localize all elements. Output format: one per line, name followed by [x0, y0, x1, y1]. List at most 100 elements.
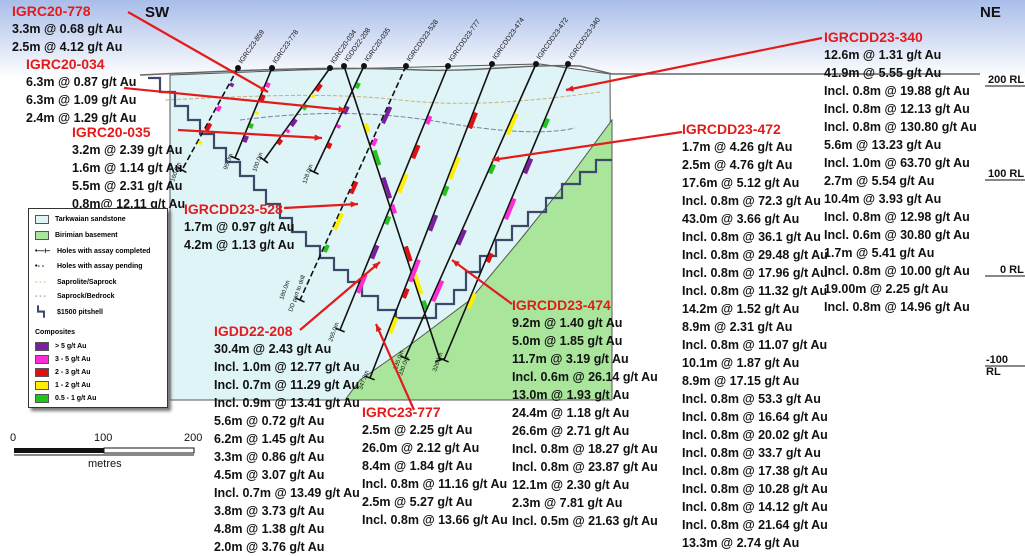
- intercept-line: 5.6m @ 13.23 g/t Au: [824, 138, 942, 152]
- intercept-line: 9.2m @ 1.40 g/t Au: [512, 316, 623, 330]
- intercept-line: Incl. 0.8m @ 14.96 g/t Au: [824, 300, 970, 314]
- pitshell-right: [420, 158, 612, 320]
- hole-end-tick: [309, 169, 319, 175]
- callout-arrow-igrc20-035: [177, 128, 323, 140]
- assay-composite: [314, 83, 323, 93]
- assay-composite: [289, 118, 298, 128]
- intercept-line: 8.9m @ 17.15 g/t Au: [682, 374, 800, 388]
- intercept-line: Incl. 0.8m @ 23.87 g/t Au: [512, 460, 658, 474]
- intercept-line: 14.2m @ 1.52 g/t Au: [682, 302, 800, 316]
- assay-composite: [326, 142, 333, 150]
- pitshell-symbol: ┗┓: [35, 307, 48, 318]
- intercept-line: Incl. 0.8m @ 130.80 g/t Au: [824, 120, 977, 134]
- intercept-line: 0.8m@ 12.11 g/t Au: [72, 197, 186, 211]
- intercept-line: Incl. 0.8m @ 21.64 g/t Au: [682, 518, 828, 532]
- intercept-line: Incl. 0.8m @ 18.27 g/t Au: [512, 442, 658, 456]
- intercept-line: 2.0m @ 3.76 g/t Au: [214, 540, 325, 554]
- sw-label: SW: [145, 4, 170, 21]
- scale-tick-0: 0: [10, 432, 17, 444]
- assay-composite: [342, 105, 350, 115]
- intercept-line: Incl. 0.8m @ 20.02 g/t Au: [682, 428, 828, 442]
- intercept-line: Incl. 0.8m @ 36.1 g/t Au: [682, 230, 821, 244]
- intercept-line: Incl. 0.8m @ 53.3 g/t Au: [682, 392, 821, 406]
- assay-composite: [242, 135, 249, 144]
- intercept-line: 13.0m @ 1.93 g/t Au: [512, 388, 630, 402]
- hole-end-tick: [295, 297, 305, 303]
- intercept-line: 17.6m @ 5.12 g/t Au: [682, 176, 800, 190]
- assay-composite: [486, 252, 494, 264]
- intercept-line: 4.8m @ 1.38 g/t Au: [214, 522, 325, 536]
- callout-igrc20-035: IGRC20-035 3.2m @ 2.39 g/t Au 1.6m @ 1.14 …: [72, 123, 185, 213]
- intercept-line: 8.9m @ 2.31 g/t Au: [682, 320, 793, 334]
- assay-composite: [542, 117, 550, 129]
- scale-tick-100: 100: [94, 432, 113, 444]
- intercept-line: Incl. 0.8m @ 13.66 g/t Au: [362, 513, 508, 527]
- assay-composite: [265, 82, 271, 89]
- assay-composite: [332, 212, 345, 231]
- callout-igdd22-208: IGDD22-208 30.4m @ 2.43 g/t Au Incl. 1.0m …: [214, 322, 360, 556]
- intercept-line: 43.0m @ 3.66 g/t Au: [682, 212, 800, 226]
- callout-arrow-igrc23-777: [374, 323, 416, 411]
- callout-igrc20-034: IGRC20-034 6.3m @ 0.87 g/t Au 6.3m @ 1.09 …: [26, 55, 136, 127]
- callout-igrcdd23-528: IGRCDD23-528 1.7m @ 0.97 g/t Au 4.2m @ 1.1…: [184, 200, 294, 254]
- basement-swatch: [35, 231, 49, 240]
- intercept-line: 6.3m @ 0.87 g/t Au: [26, 75, 137, 89]
- scale-unit: metres: [88, 458, 122, 470]
- intercept-line: 6.2m @ 1.45 g/t Au: [214, 432, 325, 446]
- drill-hole-trace: [234, 67, 273, 159]
- callout-title: IGRC23-777: [362, 404, 441, 420]
- assay-composite: [259, 94, 266, 103]
- scale-tick-200: 200: [184, 432, 203, 444]
- intercept-line: 8.4m @ 1.84 g/t Au: [362, 459, 473, 473]
- saprolite-line: [164, 91, 601, 104]
- hole-end-tick: [365, 375, 375, 381]
- intercept-line: 2.3m @ 7.81 g/t Au: [512, 496, 623, 510]
- hole-collar: [489, 61, 495, 67]
- intercept-line: Incl. 0.8m @ 17.96 g/t Au: [682, 266, 828, 280]
- drill-hole-trace: [181, 67, 239, 171]
- intercept-line: 5.0m @ 1.85 g/t Au: [512, 334, 623, 348]
- assay-composite: [397, 173, 409, 194]
- hole-collar: [565, 61, 571, 67]
- assay-composite: [371, 137, 378, 147]
- intercept-line: Incl. 0.7m @ 13.49 g/t Au: [214, 486, 360, 500]
- callout-arrow-igrcdd23-472: [491, 130, 683, 162]
- comp-swatch-5: [35, 394, 49, 403]
- hole-pending-symbol: •- -: [35, 263, 45, 270]
- legend-basement: Birimian basement: [35, 231, 118, 240]
- intercept-line: Incl. 0.8m @ 11.16 g/t Au: [362, 477, 508, 491]
- legend-sandstone: Tarkwaian sandstone: [35, 215, 126, 224]
- assay-composite: [411, 144, 421, 160]
- intercept-line: 2.4m @ 1.29 g/t Au: [26, 111, 137, 125]
- intercept-line: Incl. 1.0m @ 12.77 g/t Au: [214, 360, 360, 374]
- callout-arrowhead: [314, 134, 322, 141]
- drill-hole-trace: [443, 63, 569, 361]
- intercept-line: Incl. 0.9m @ 13.41 g/t Au: [214, 396, 360, 410]
- intercept-line: 2.7m @ 5.54 g/t Au: [824, 174, 935, 188]
- intercept-line: Incl. 0.8m @ 29.48 g/t Au: [682, 248, 828, 262]
- intercept-line: 2.5m @ 2.25 g/t Au: [362, 423, 473, 437]
- hole-end-tick: [259, 156, 269, 164]
- intercept-line: 41.9m @ 5.55 g/t Au: [824, 66, 942, 80]
- assay-composite: [390, 203, 398, 215]
- assay-composite: [448, 156, 461, 181]
- assay-composite: [441, 185, 450, 197]
- callout-arrow-igdd22-208: [299, 261, 381, 331]
- hole-end-tick: [439, 357, 449, 363]
- intercept-line: Incl. 0.8m @ 14.12 g/t Au: [682, 500, 828, 514]
- intercept-line: Incl. 0.8m @ 72.3 g/t Au: [682, 194, 821, 208]
- intercept-line: Incl. 0.6m @ 26.14 g/t Au: [512, 370, 658, 384]
- assay-composite: [505, 113, 519, 136]
- hole-complete-symbol: •—⊢: [35, 248, 51, 255]
- callout-arrowhead: [452, 260, 460, 267]
- intercept-line: 1.6m @ 1.14 g/t Au: [72, 161, 183, 175]
- callout-arrow-igrc20-778: [127, 11, 269, 93]
- saprolite-symbol: - - -: [35, 279, 46, 286]
- assay-composite: [248, 123, 254, 130]
- intercept-line: 24.4m @ 1.18 g/t Au: [512, 406, 630, 420]
- drill-hole-trace: [339, 65, 449, 331]
- assay-composite: [381, 106, 393, 125]
- hole-collar: [327, 65, 333, 71]
- scale-bar-white: [103, 447, 195, 454]
